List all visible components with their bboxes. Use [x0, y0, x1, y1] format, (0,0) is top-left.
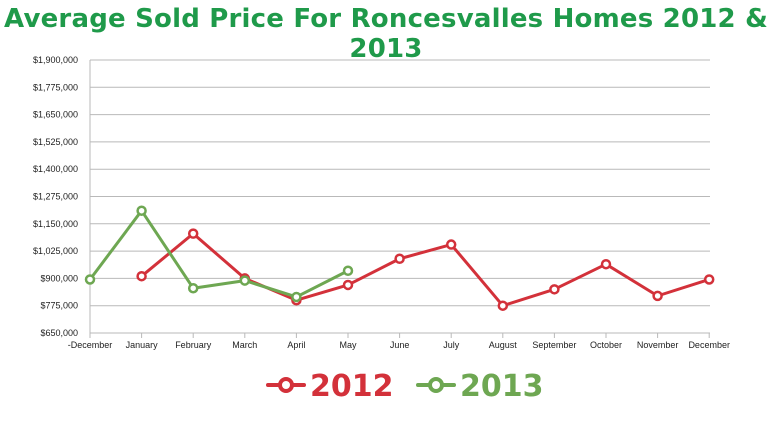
x-tick-label: August — [489, 340, 518, 350]
y-tick-label: $775,000 — [40, 301, 78, 311]
x-axis: -December January February March April May Jun… — [68, 333, 730, 350]
legend-swatch-marker — [428, 377, 444, 393]
data-point-2012 — [703, 274, 715, 285]
data-point-2012 — [600, 258, 612, 270]
x-tick-label: September — [532, 340, 576, 350]
data-point-2012 — [394, 253, 405, 264]
data-point-2012 — [549, 284, 560, 295]
data-point-2012 — [342, 279, 354, 291]
series-line-2012 — [140, 232, 711, 308]
x-tick-label: January — [126, 340, 159, 350]
data-point-2012 — [187, 228, 199, 239]
data-point-2012 — [652, 290, 663, 302]
data-point-2013 — [239, 275, 251, 286]
x-tick-label: -December — [68, 340, 113, 350]
x-tick-label: April — [287, 340, 305, 350]
y-tick-label: $1,525,000 — [33, 137, 78, 147]
y-tick-label: $1,650,000 — [33, 110, 78, 120]
data-point-2013 — [84, 274, 96, 285]
x-tick-label: July — [443, 340, 460, 350]
x-tick-label: October — [590, 340, 622, 350]
data-point-2013 — [291, 291, 302, 303]
legend-label-2012: 2012 — [310, 369, 394, 404]
x-tick-label: February — [175, 340, 212, 350]
y-tick-label: $1,400,000 — [33, 164, 78, 174]
x-tick-label: March — [232, 340, 257, 350]
x-tick-label: May — [339, 340, 357, 350]
data-point-2012 — [445, 239, 457, 250]
y-axis: $650,000 $775,000 $900,000 $1,025,000 $1,150… — [33, 55, 78, 338]
series-line-2013 — [88, 209, 350, 299]
series-layer — [84, 205, 715, 311]
legend-label-2013: 2013 — [460, 369, 544, 404]
x-tick-label: June — [390, 340, 410, 350]
y-tick-label: $1,900,000 — [33, 55, 78, 65]
y-tick-label: $900,000 — [40, 273, 78, 283]
data-point-2013 — [187, 282, 199, 294]
x-tick-label: December — [688, 340, 730, 350]
y-tick-label: $1,275,000 — [33, 192, 78, 202]
y-tick-label: $1,025,000 — [33, 246, 78, 256]
data-point-2013 — [342, 265, 354, 277]
y-tick-label: $1,150,000 — [33, 219, 78, 229]
grid-lines — [89, 59, 710, 334]
data-point-2013 — [136, 205, 147, 216]
legend: 2012 2013 — [266, 369, 544, 404]
y-tick-label: $1,775,000 — [33, 82, 78, 92]
data-point-2012 — [136, 270, 147, 282]
y-tick-label: $650,000 — [40, 328, 78, 338]
legend-swatch-marker — [278, 377, 294, 393]
chart-title: Average Sold Price For Roncesvalles Home… — [4, 4, 768, 64]
x-tick-label: November — [637, 340, 679, 350]
data-point-2012 — [497, 300, 509, 311]
